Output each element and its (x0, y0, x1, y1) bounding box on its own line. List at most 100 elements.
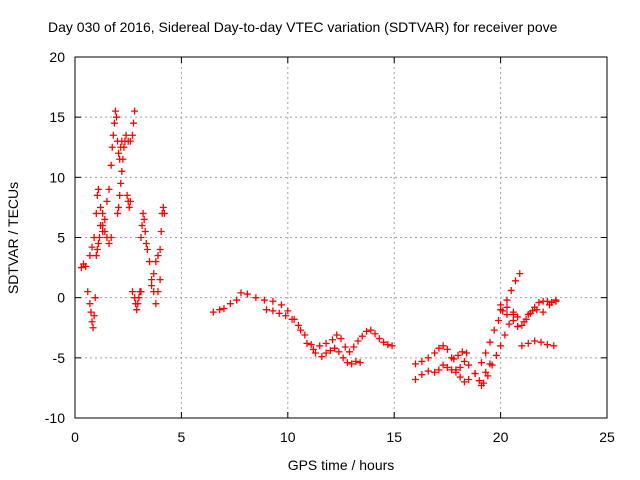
data-point (537, 338, 545, 346)
data-point (145, 258, 153, 266)
data-point (109, 131, 117, 139)
data-point (326, 347, 334, 355)
data-point (465, 361, 473, 369)
data-point (99, 209, 107, 217)
data-point (343, 359, 351, 367)
data-point (418, 357, 426, 365)
data-point (148, 276, 156, 284)
y-tick-label: 10 (49, 169, 65, 185)
data-point (524, 339, 532, 347)
data-point (126, 197, 134, 205)
data-point (131, 107, 139, 115)
series-late-c-2 (497, 296, 560, 331)
data-point (93, 246, 101, 254)
data-point (484, 372, 492, 380)
data-point (128, 131, 136, 139)
data-point (328, 336, 336, 344)
data-point (424, 367, 432, 375)
data-point (105, 240, 113, 248)
data-point (141, 227, 149, 235)
data-point (418, 371, 426, 379)
data-point (152, 258, 160, 266)
data-point (497, 342, 505, 350)
data-point (460, 378, 468, 386)
data-point (86, 252, 94, 260)
data-point (126, 137, 134, 145)
data-point (123, 191, 131, 199)
y-tick-label: 5 (57, 230, 65, 246)
series-early-4 (114, 107, 139, 217)
data-point (352, 357, 360, 365)
data-point (458, 348, 466, 356)
data-point (118, 167, 126, 175)
data-point (252, 294, 260, 302)
data-point (90, 312, 98, 320)
data-point (439, 361, 447, 369)
data-point (452, 368, 460, 376)
data-point (490, 326, 498, 334)
data-point (92, 252, 100, 260)
data-point (456, 363, 464, 371)
data-point (337, 335, 345, 343)
data-point (514, 323, 522, 331)
data-point (518, 342, 526, 350)
data-point (97, 203, 105, 211)
data-point (125, 203, 133, 211)
data-point (539, 308, 547, 316)
data-point (138, 221, 146, 229)
data-point (88, 243, 96, 251)
data-point (157, 227, 165, 235)
data-point (448, 366, 456, 374)
data-point (431, 368, 439, 376)
data-point (84, 288, 92, 296)
grid (75, 57, 607, 418)
series-early-3 (97, 107, 126, 235)
data-point (443, 345, 451, 353)
series-early-5 (123, 191, 134, 211)
data-point (384, 341, 392, 349)
data-point (443, 363, 451, 371)
data-point (160, 209, 168, 217)
data-point (501, 331, 509, 339)
data-point (380, 338, 388, 346)
data-point (128, 288, 136, 296)
data-point (226, 300, 234, 308)
data-point (108, 143, 116, 151)
series-late-b-4 (477, 360, 494, 390)
series-late-a-2 (263, 306, 364, 368)
y-tick-label: 20 (49, 49, 65, 65)
data-point (358, 332, 366, 340)
data-point (516, 270, 524, 278)
series-early-8 (148, 203, 168, 290)
data-point (356, 359, 364, 367)
data-point (137, 234, 145, 241)
data-point (115, 203, 123, 211)
data-point (543, 297, 551, 305)
data-point (307, 341, 315, 349)
data-point (518, 321, 526, 329)
data-point (156, 246, 164, 254)
data-point (220, 304, 228, 312)
data-point (150, 270, 158, 278)
data-point (494, 317, 502, 325)
chart-title: Day 030 of 2016, Sidereal Day-to-day VTE… (48, 19, 558, 35)
x-axis-label: GPS time / hours (288, 457, 395, 473)
data-points (77, 107, 560, 390)
data-point (88, 318, 96, 326)
data-point (503, 296, 511, 304)
data-point (143, 246, 151, 254)
data-point (339, 354, 347, 362)
plot-frame (74, 56, 608, 419)
data-point (119, 155, 127, 163)
data-point (318, 353, 326, 361)
data-point (101, 215, 109, 223)
data-point (93, 191, 101, 199)
data-point (152, 300, 160, 308)
data-point (322, 349, 330, 357)
series-late-b-2 (411, 311, 517, 387)
data-point (550, 342, 558, 350)
data-point (371, 330, 379, 338)
data-point (503, 303, 511, 311)
data-point (456, 373, 464, 381)
data-point (509, 308, 517, 316)
